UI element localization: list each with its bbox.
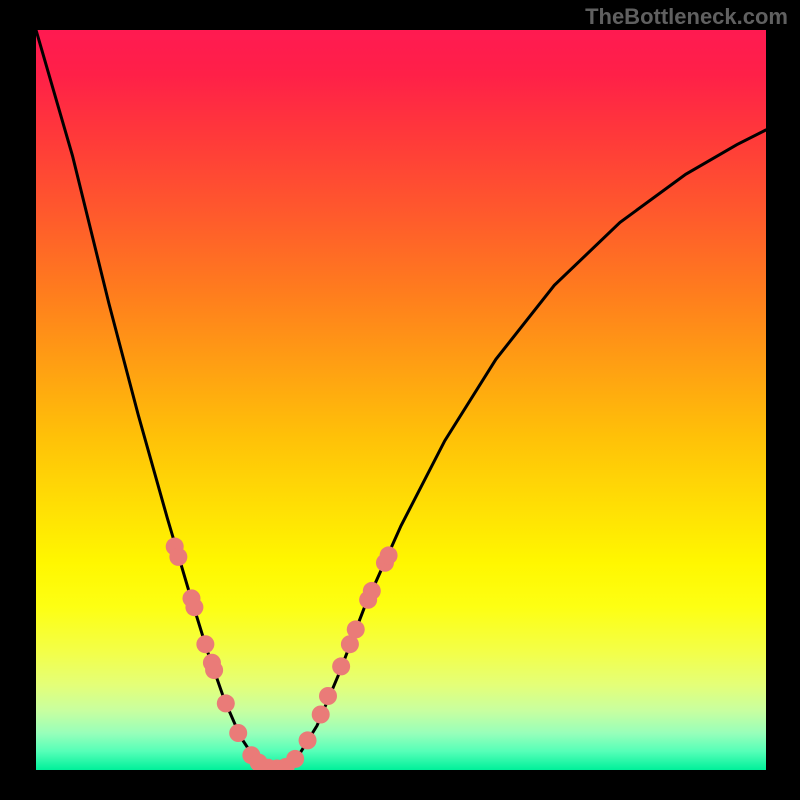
curve-svg [36,30,766,770]
plot-area [36,30,766,770]
data-marker [185,598,203,616]
data-marker [299,731,317,749]
data-marker [196,635,214,653]
data-marker [169,548,187,566]
data-marker [286,750,304,768]
data-marker [332,657,350,675]
data-marker [380,546,398,564]
curve-left-branch [36,30,270,769]
data-marker [229,724,247,742]
data-marker [347,620,365,638]
curve-right-branch [284,130,766,769]
data-marker [217,694,235,712]
data-marker [363,582,381,600]
data-marker [205,661,223,679]
data-marker [319,687,337,705]
data-marker [312,706,330,724]
watermark-text: TheBottleneck.com [585,4,788,30]
chart-frame: TheBottleneck.com [0,0,800,800]
